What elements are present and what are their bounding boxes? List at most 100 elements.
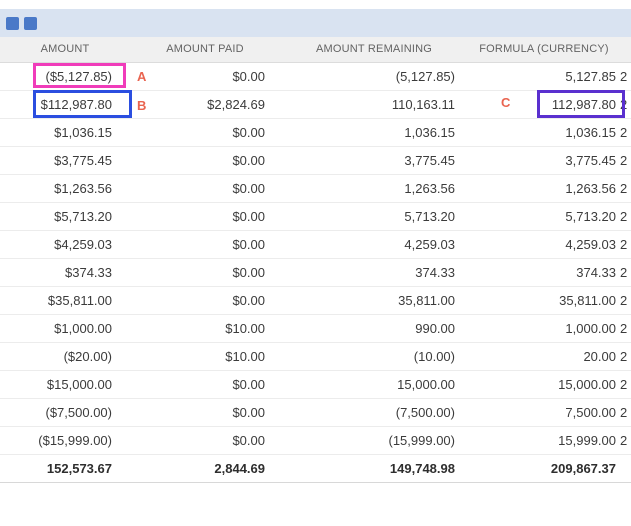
table-row: $5,713.20 $0.00 5,713.20 5,713.20 2 [0, 202, 631, 231]
cell-clipped: 2 [620, 286, 631, 315]
cell-amount-remaining: (7,500.00) [280, 398, 468, 427]
cell-amount: $112,987.80 [0, 90, 130, 119]
amounts-table: AMOUNT AMOUNT PAID AMOUNT REMAINING FORM… [0, 37, 631, 483]
column-header-amount[interactable]: AMOUNT [0, 37, 130, 63]
cell-amount-paid: $0.00 [130, 258, 280, 287]
cell-amount: $374.33 [0, 258, 130, 287]
table-row: $15,000.00 $0.00 15,000.00 15,000.00 2 [0, 370, 631, 399]
cell-amount-remaining: 3,775.45 [280, 146, 468, 175]
cell-formula-currency: 5,713.20 [468, 202, 620, 231]
cell-formula-currency: 374.33 [468, 258, 620, 287]
cell-amount-remaining: 4,259.03 [280, 230, 468, 259]
column-header-formula-currency[interactable]: FORMULA (CURRENCY) [468, 37, 620, 63]
table-row: ($20.00) $10.00 (10.00) 20.00 2 [0, 342, 631, 371]
cell-formula-currency: 15,000.00 [468, 370, 620, 399]
cell-amount-paid: $0.00 [130, 370, 280, 399]
table-row: $1,263.56 $0.00 1,263.56 1,263.56 2 [0, 174, 631, 203]
cell-clipped: 2 [620, 90, 631, 119]
table-row: $3,775.45 $0.00 3,775.45 3,775.45 2 [0, 146, 631, 175]
totals-row: 152,573.67 2,844.69 149,748.98 209,867.3… [0, 453, 631, 483]
cell-amount-paid: $0.00 [130, 118, 280, 147]
cell-amount-paid: $0.00 [130, 174, 280, 203]
cell-amount: ($15,999.00) [0, 426, 130, 455]
cell-amount: ($5,127.85) [0, 62, 130, 91]
cell-formula-currency: 1,000.00 [468, 314, 620, 343]
table-row: ($15,999.00) $0.00 (15,999.00) 15,999.00… [0, 426, 631, 455]
cell-formula-currency: 15,999.00 [468, 426, 620, 455]
cell-amount: $5,713.20 [0, 202, 130, 231]
column-header-clipped [620, 37, 631, 63]
column-header-amount-paid[interactable]: AMOUNT PAID [130, 37, 280, 63]
cell-amount-remaining: (5,127.85) [280, 62, 468, 91]
cell-amount-remaining: 15,000.00 [280, 370, 468, 399]
cell-clipped: 2 [620, 370, 631, 399]
cell-formula-currency: 5,127.85 [468, 62, 620, 91]
table-row: $1,000.00 $10.00 990.00 1,000.00 2 [0, 314, 631, 343]
table-row: $35,811.00 $0.00 35,811.00 35,811.00 2 [0, 286, 631, 315]
cell-clipped: 2 [620, 62, 631, 91]
total-formula-currency: 209,867.37 [468, 453, 620, 483]
cell-amount-remaining: 1,263.56 [280, 174, 468, 203]
table-row: $4,259.03 $0.00 4,259.03 4,259.03 2 [0, 230, 631, 259]
cell-formula-currency: 7,500.00 [468, 398, 620, 427]
cell-amount-paid: $10.00 [130, 314, 280, 343]
cell-amount-remaining: 35,811.00 [280, 286, 468, 315]
cell-amount-remaining: 1,036.15 [280, 118, 468, 147]
cell-formula-currency: 1,036.15 [468, 118, 620, 147]
cell-amount-paid: $2,824.69 [130, 90, 280, 119]
cell-amount-remaining: 990.00 [280, 314, 468, 343]
cell-clipped: 2 [620, 230, 631, 259]
cell-formula-currency: 35,811.00 [468, 286, 620, 315]
cell-amount-remaining: 110,163.11 [280, 90, 468, 119]
cell-amount-remaining: 374.33 [280, 258, 468, 287]
cell-amount: ($7,500.00) [0, 398, 130, 427]
cell-amount-paid: $0.00 [130, 286, 280, 315]
cell-amount-remaining: (15,999.00) [280, 426, 468, 455]
cell-clipped: 2 [620, 146, 631, 175]
top-toolbar [0, 9, 631, 37]
cell-amount-paid: $0.00 [130, 398, 280, 427]
cell-amount-paid: $10.00 [130, 342, 280, 371]
cell-amount-remaining: 5,713.20 [280, 202, 468, 231]
cell-clipped: 2 [620, 342, 631, 371]
cell-clipped: 2 [620, 398, 631, 427]
cell-clipped: 2 [620, 258, 631, 287]
table-row: $374.33 $0.00 374.33 374.33 2 [0, 258, 631, 287]
cell-clipped: 2 [620, 426, 631, 455]
column-header-amount-remaining[interactable]: AMOUNT REMAINING [280, 37, 468, 63]
cell-amount: $35,811.00 [0, 286, 130, 315]
total-amount-paid: 2,844.69 [130, 453, 280, 483]
total-amount-remaining: 149,748.98 [280, 453, 468, 483]
cell-clipped: 2 [620, 118, 631, 147]
cell-formula-currency: 112,987.80 [468, 90, 620, 119]
table-row: ($5,127.85) $0.00 (5,127.85) 5,127.85 2 [0, 62, 631, 91]
total-clipped [620, 453, 631, 483]
cell-amount: ($20.00) [0, 342, 130, 371]
cell-amount: $4,259.03 [0, 230, 130, 259]
cell-amount-paid: $0.00 [130, 426, 280, 455]
cell-formula-currency: 20.00 [468, 342, 620, 371]
blue-tile-icon[interactable] [6, 16, 19, 30]
cell-clipped: 2 [620, 202, 631, 231]
blue-tile-icon[interactable] [24, 16, 37, 30]
table-body: ($5,127.85) $0.00 (5,127.85) 5,127.85 2 … [0, 62, 631, 455]
cell-formula-currency: 3,775.45 [468, 146, 620, 175]
cell-clipped: 2 [620, 174, 631, 203]
cell-amount: $1,263.56 [0, 174, 130, 203]
cell-amount-paid: $0.00 [130, 230, 280, 259]
cell-amount-paid: $0.00 [130, 202, 280, 231]
cell-amount-paid: $0.00 [130, 146, 280, 175]
cell-amount: $15,000.00 [0, 370, 130, 399]
top-strip [0, 0, 631, 9]
cell-formula-currency: 4,259.03 [468, 230, 620, 259]
table-row: ($7,500.00) $0.00 (7,500.00) 7,500.00 2 [0, 398, 631, 427]
table-row: $112,987.80 $2,824.69 110,163.11 112,987… [0, 90, 631, 119]
cell-clipped: 2 [620, 314, 631, 343]
cell-amount: $3,775.45 [0, 146, 130, 175]
cell-amount-remaining: (10.00) [280, 342, 468, 371]
table-row: $1,036.15 $0.00 1,036.15 1,036.15 2 [0, 118, 631, 147]
header-row: AMOUNT AMOUNT PAID AMOUNT REMAINING FORM… [0, 37, 631, 63]
cell-amount-paid: $0.00 [130, 62, 280, 91]
cell-amount: $1,036.15 [0, 118, 130, 147]
